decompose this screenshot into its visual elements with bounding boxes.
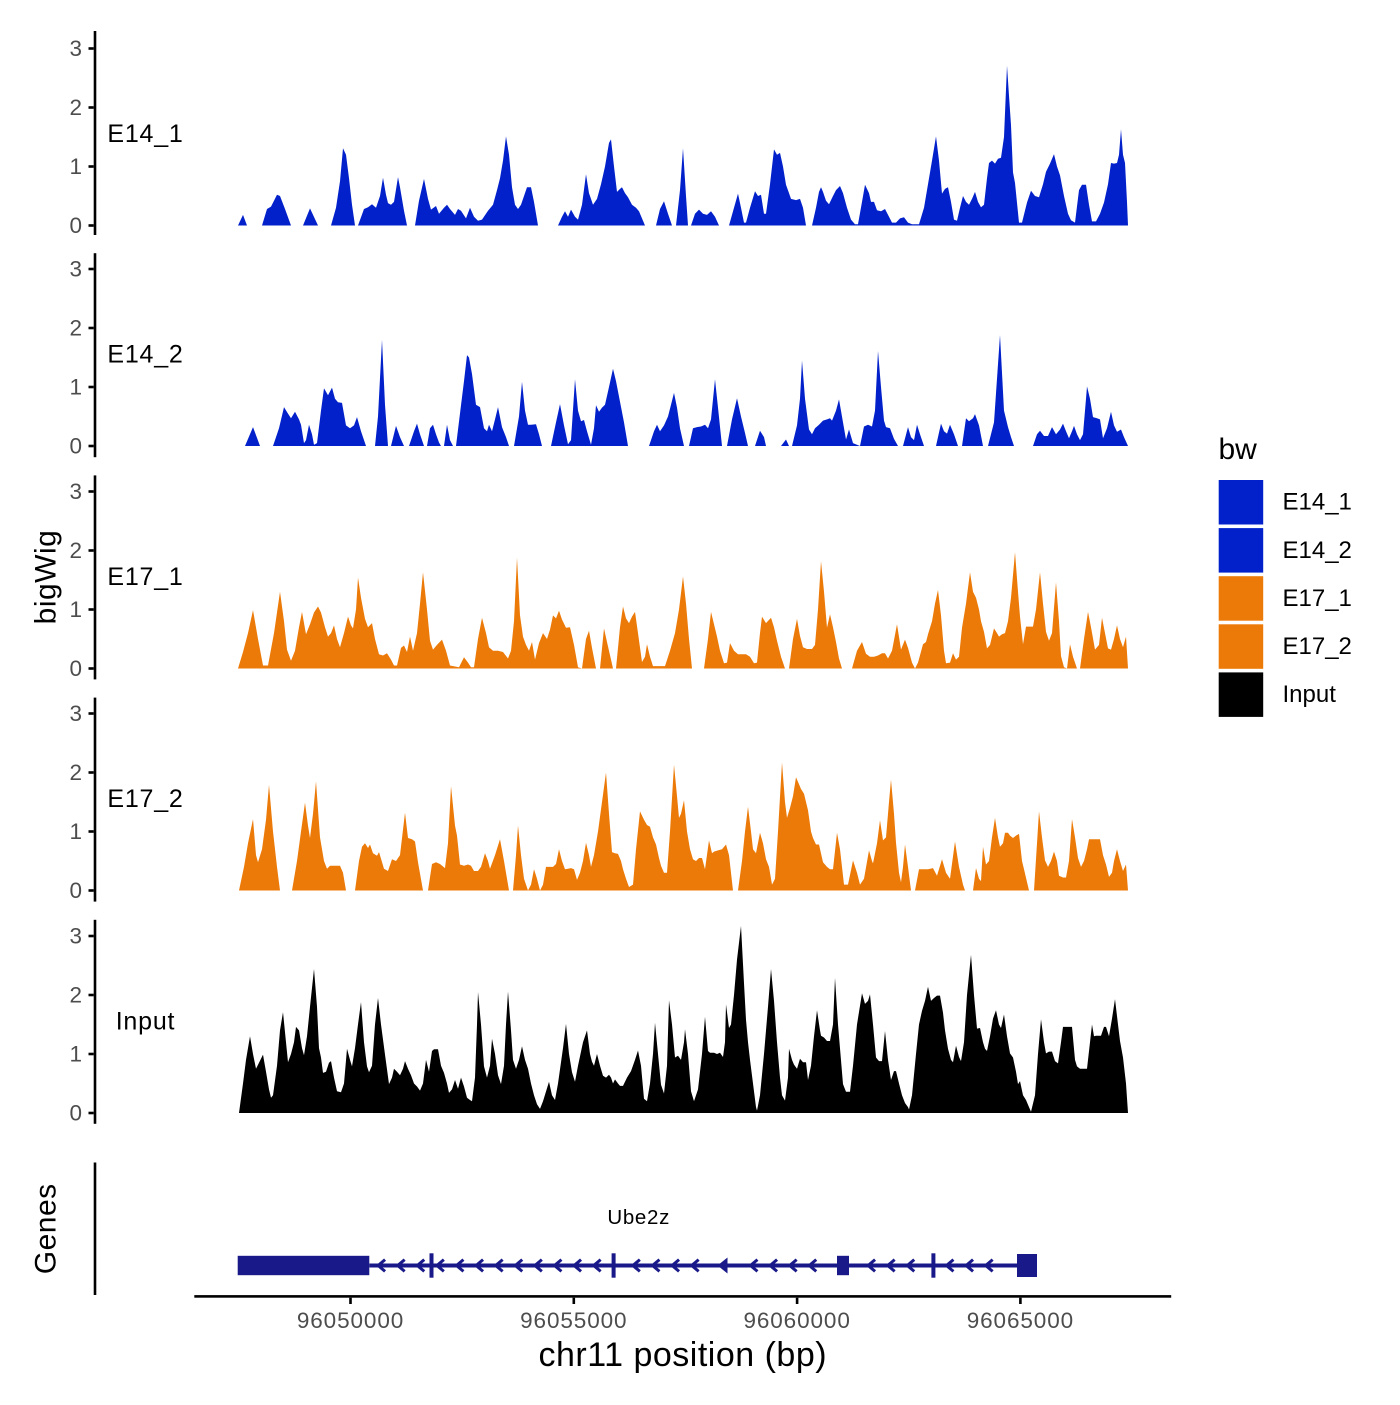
svg-text:0: 0 — [69, 656, 82, 681]
svg-text:0: 0 — [69, 213, 82, 238]
svg-text:3: 3 — [69, 36, 82, 61]
svg-text:chr11 position (bp): chr11 position (bp) — [539, 1336, 828, 1374]
svg-text:2: 2 — [69, 316, 82, 341]
svg-text:Input: Input — [116, 1008, 176, 1036]
svg-text:0: 0 — [69, 434, 82, 459]
svg-text:3: 3 — [69, 701, 82, 726]
svg-text:0: 0 — [69, 1101, 82, 1126]
svg-text:96050000: 96050000 — [297, 1308, 404, 1333]
svg-text:E14_2: E14_2 — [1283, 537, 1352, 564]
svg-text:3: 3 — [69, 479, 82, 504]
svg-text:96055000: 96055000 — [520, 1308, 627, 1333]
svg-text:1: 1 — [69, 1042, 82, 1067]
svg-text:1: 1 — [69, 375, 82, 400]
svg-text:E17_2: E17_2 — [107, 785, 183, 813]
svg-text:2: 2 — [69, 760, 82, 785]
svg-text:0: 0 — [69, 878, 82, 903]
svg-text:1: 1 — [69, 819, 82, 844]
svg-text:1: 1 — [69, 597, 82, 622]
svg-text:E17_1: E17_1 — [107, 563, 183, 591]
svg-text:bigWig: bigWig — [30, 530, 63, 625]
svg-text:Input: Input — [1283, 681, 1337, 708]
svg-text:E14_1: E14_1 — [1283, 489, 1352, 516]
svg-text:96065000: 96065000 — [967, 1308, 1074, 1333]
svg-text:3: 3 — [69, 924, 82, 949]
svg-text:E17_2: E17_2 — [1283, 633, 1352, 660]
svg-text:Ube2z: Ube2z — [607, 1206, 670, 1229]
svg-text:2: 2 — [69, 983, 82, 1008]
svg-text:3: 3 — [69, 257, 82, 282]
svg-text:96060000: 96060000 — [743, 1308, 850, 1333]
svg-text:Genes: Genes — [30, 1183, 63, 1274]
svg-text:2: 2 — [69, 538, 82, 563]
svg-text:E14_1: E14_1 — [107, 120, 183, 148]
svg-text:2: 2 — [69, 95, 82, 120]
svg-text:E17_1: E17_1 — [1283, 585, 1352, 612]
svg-text:E14_2: E14_2 — [107, 341, 183, 369]
svg-text:bw: bw — [1219, 433, 1258, 466]
svg-text:1: 1 — [69, 154, 82, 179]
